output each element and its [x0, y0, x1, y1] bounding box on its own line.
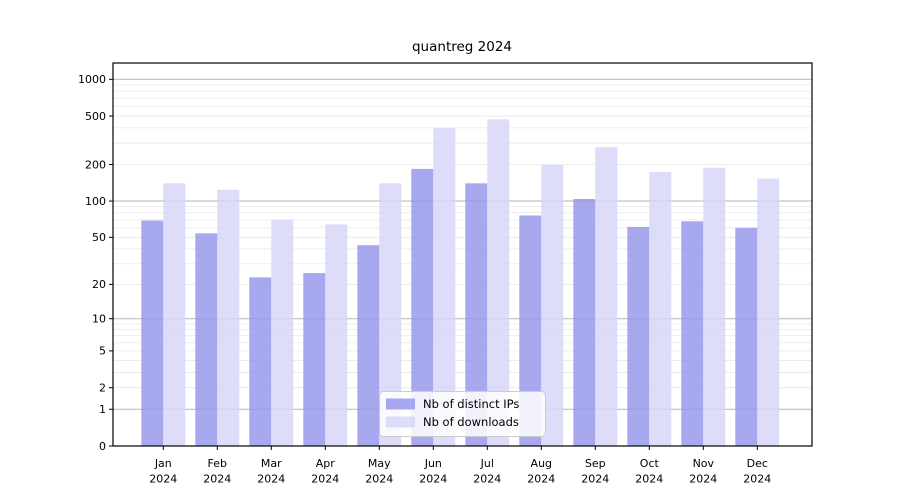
bar-group-oct	[627, 171, 672, 446]
bar-distinct-ips-jul	[465, 183, 488, 447]
bar-group-mar	[249, 219, 294, 446]
y-tick-label: 100	[85, 195, 106, 208]
bar-downloads-mar	[271, 219, 294, 446]
axes: 0 1 2 5 10 20 50 100 200 500 1000 Jan 2024 Feb 2024 Mar…	[78, 62, 813, 486]
bar-group-jul	[465, 119, 510, 447]
bar-group-dec	[735, 178, 780, 446]
bar-downloads-dec	[757, 178, 780, 446]
y-tick-label: 50	[92, 231, 106, 244]
x-tick-label-oct: Oct 2024	[635, 457, 663, 486]
bar-downloads-jun	[433, 127, 456, 447]
bar-groups	[141, 119, 780, 447]
x-tick-label-may: May 2024	[365, 457, 393, 486]
bar-distinct-ips-feb	[195, 233, 218, 446]
bar-distinct-ips-oct	[627, 226, 650, 446]
x-tick-label-jul: Jul 2024	[473, 457, 501, 486]
bar-distinct-ips-apr	[303, 273, 326, 446]
bar-distinct-ips-aug	[519, 215, 542, 446]
y-tick-label: 5	[99, 345, 106, 358]
bar-downloads-sep	[595, 147, 618, 447]
bar-group-may	[357, 183, 402, 447]
x-tick-label-jun: Jun 2024	[419, 457, 447, 486]
bar-downloads-may	[379, 183, 402, 447]
y-tick-label: 2	[99, 381, 106, 394]
bar-group-jan	[141, 183, 186, 447]
bar-downloads-jul	[487, 119, 510, 447]
bar-downloads-jan	[163, 183, 186, 447]
legend-box	[379, 391, 546, 437]
y-tick-label: 20	[92, 278, 106, 291]
bar-distinct-ips-dec	[735, 227, 758, 446]
bar-group-jun	[411, 127, 456, 447]
bar-distinct-ips-sep	[573, 198, 596, 446]
chart-title: quantreg 2024	[412, 39, 512, 55]
x-tick-label-mar: Mar 2024	[257, 457, 285, 486]
x-tick-label-sep: Sep 2024	[581, 457, 609, 486]
bar-distinct-ips-jun	[411, 168, 434, 446]
legend-swatch-downloads-icon	[386, 416, 415, 428]
bar-downloads-aug	[541, 164, 564, 446]
bar-distinct-ips-may	[357, 245, 380, 446]
bar-group-sep	[573, 147, 618, 447]
x-tick-label-aug: Aug 2024	[527, 457, 555, 486]
bar-group-aug	[519, 164, 564, 446]
bar-distinct-ips-nov	[681, 221, 704, 446]
y-tick-label: 1000	[78, 73, 106, 86]
x-tick-label-dec: Dec 2024	[743, 457, 771, 486]
bar-downloads-apr	[325, 224, 348, 446]
legend: Nb of distinct IPs Nb of downloads	[379, 391, 546, 437]
legend-label-distinct-ips: Nb of distinct IPs	[423, 397, 519, 411]
x-tick-label-nov: Nov 2024	[689, 457, 717, 486]
y-tick-label: 200	[85, 158, 106, 171]
y-tick-label: 10	[92, 313, 106, 326]
bar-group-feb	[195, 189, 240, 447]
y-tick-label: 500	[85, 110, 106, 123]
y-tick-label: 1	[99, 403, 106, 416]
y-tick-label: 0	[99, 440, 106, 453]
bar-downloads-oct	[649, 171, 672, 446]
bar-distinct-ips-mar	[249, 277, 272, 446]
legend-swatch-distinct-ips-icon	[386, 398, 415, 410]
x-tick-label-feb: Feb 2024	[203, 457, 231, 486]
x-tick-label-apr: Apr 2024	[311, 457, 339, 486]
plot-border	[112, 62, 813, 447]
legend-label-downloads: Nb of downloads	[423, 415, 519, 429]
x-tick-label-jan: Jan 2024	[149, 457, 177, 486]
bar-group-nov	[681, 167, 726, 446]
bar-downloads-feb	[217, 189, 240, 447]
bar-distinct-ips-jan	[141, 220, 164, 446]
bar-group-apr	[303, 224, 348, 446]
bar-downloads-nov	[703, 167, 726, 446]
